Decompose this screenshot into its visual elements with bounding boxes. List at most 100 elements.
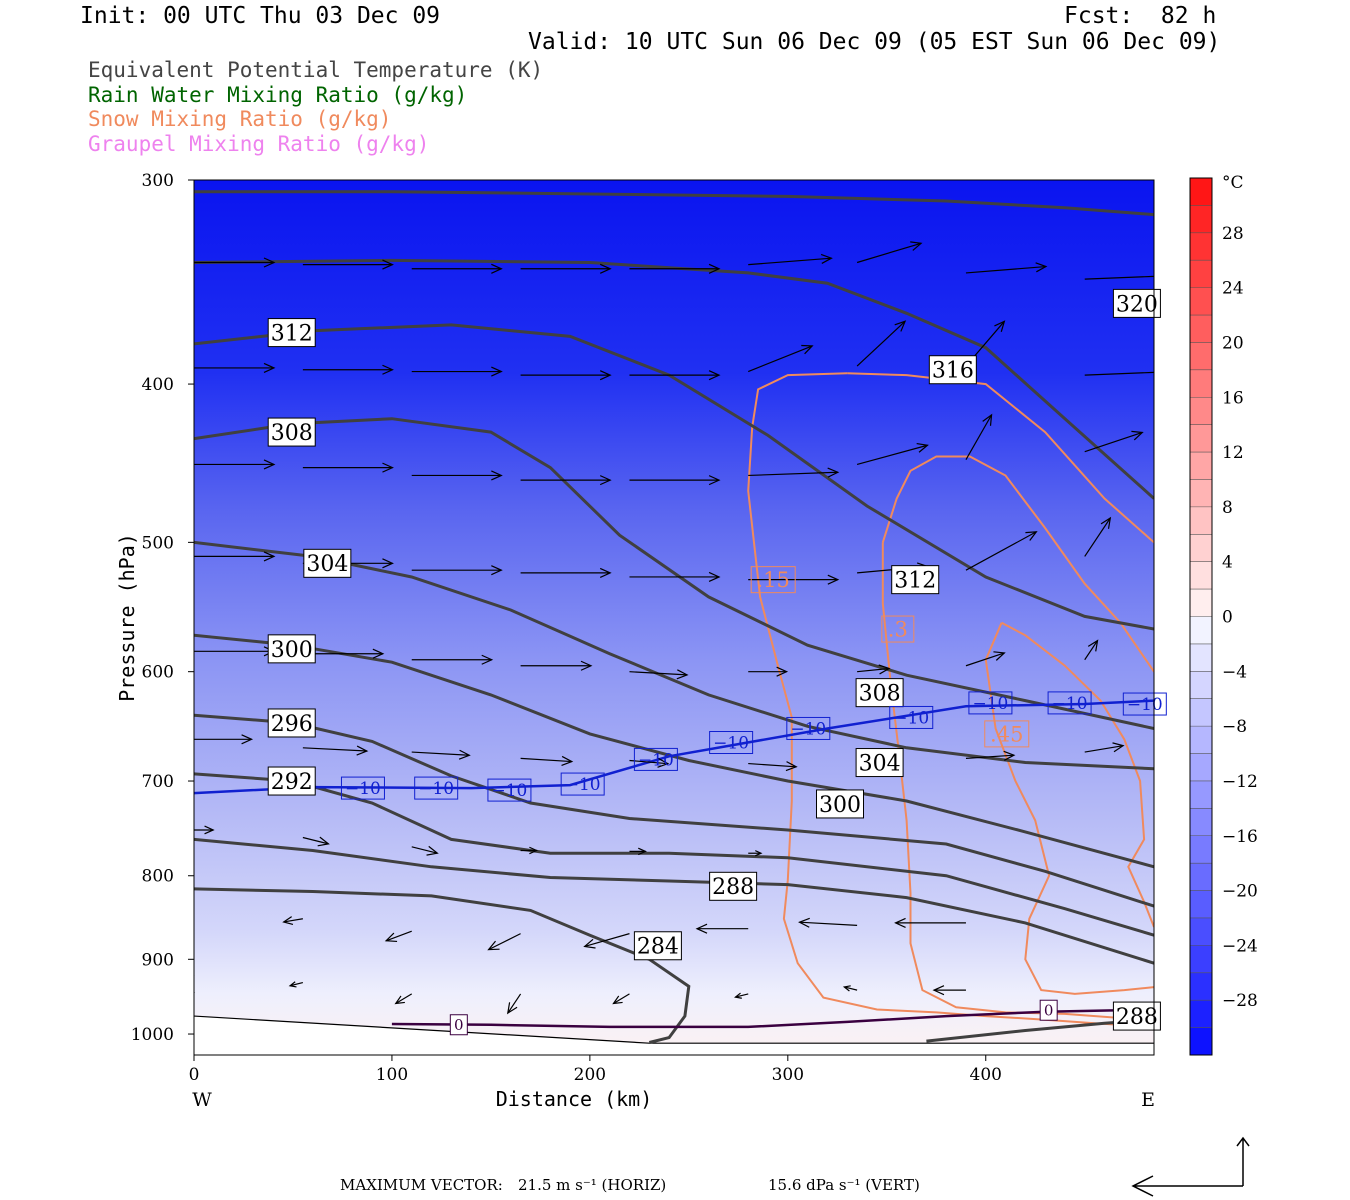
wind-vector bbox=[965, 750, 1016, 761]
theta-e-contour-308-3 bbox=[194, 417, 1154, 730]
wind-vector bbox=[194, 912, 195, 913]
minus10-isotherm bbox=[194, 699, 1154, 795]
legend-theta-e: Equivalent Potential Temperature (K) bbox=[88, 58, 544, 82]
y-tick-label: 900 bbox=[142, 950, 174, 970]
colorbar-bin bbox=[1190, 945, 1212, 974]
svg-text:300: 300 bbox=[819, 793, 861, 818]
legend-rain-water: Rain Water Mixing Ratio (g/kg) bbox=[88, 83, 468, 107]
theta-e-label: 296 bbox=[267, 708, 316, 738]
max-vector-horiz: 21.5 m s⁻¹ (HORIZ) bbox=[518, 1176, 667, 1194]
wind-vector bbox=[520, 263, 612, 274]
colorbar-tick-label: −12 bbox=[1222, 772, 1258, 792]
wind-vector bbox=[302, 745, 369, 756]
zero-isotherm bbox=[391, 1008, 1154, 1029]
colorbar-bin bbox=[1190, 205, 1212, 234]
wind-vector bbox=[748, 666, 789, 677]
svg-text:.45: .45 bbox=[990, 722, 1023, 746]
theta-e-label: 292 bbox=[267, 766, 316, 796]
wind-vector bbox=[506, 993, 522, 1015]
colorbar-tick-label: −24 bbox=[1222, 936, 1258, 956]
y-tick-label: 500 bbox=[142, 533, 174, 553]
colorbar-bin bbox=[1190, 534, 1212, 563]
theta-e-label: 304 bbox=[303, 548, 352, 578]
wind-vector bbox=[520, 370, 612, 381]
zero-label: 0 bbox=[449, 1014, 468, 1036]
wind-vector bbox=[411, 470, 503, 481]
y-tick-label: 300 bbox=[142, 171, 174, 191]
snow-label: .3 bbox=[881, 615, 915, 643]
theta-e-label: 312 bbox=[891, 565, 940, 595]
colorbar-bin bbox=[1190, 452, 1212, 480]
svg-text:−10: −10 bbox=[638, 751, 674, 771]
wind-vector bbox=[748, 574, 840, 585]
theta-e-label: 308 bbox=[855, 678, 904, 708]
svg-text:308: 308 bbox=[859, 682, 901, 707]
colorbar-unit: °C bbox=[1222, 173, 1244, 193]
svg-text:312: 312 bbox=[271, 322, 313, 347]
wind-vector bbox=[748, 761, 798, 772]
wind-vector bbox=[194, 734, 254, 745]
wind-vector bbox=[487, 933, 521, 951]
wind-vector bbox=[411, 845, 439, 856]
y-axis-label: Pressure (hPa) bbox=[115, 533, 139, 702]
minus10-label: −10 bbox=[487, 778, 532, 802]
wind-vector bbox=[583, 933, 630, 949]
svg-text:304: 304 bbox=[859, 751, 901, 776]
wind-vector bbox=[734, 992, 749, 999]
svg-text:292: 292 bbox=[271, 770, 313, 795]
colorbar-tick-label: 16 bbox=[1222, 388, 1244, 408]
theta-e-label: 316 bbox=[928, 355, 977, 385]
theta-e-label: 308 bbox=[267, 417, 316, 447]
wind-vector bbox=[194, 974, 195, 994]
wind-vector bbox=[288, 981, 304, 988]
svg-text:−10: −10 bbox=[790, 720, 826, 740]
colorbar-tick-label: −4 bbox=[1222, 662, 1247, 682]
legend-snow: Snow Mixing Ratio (g/kg) bbox=[88, 107, 392, 131]
svg-text:−10: −10 bbox=[1052, 694, 1088, 714]
wind-vector bbox=[612, 993, 630, 1005]
snow-contour-1 bbox=[847, 372, 1154, 544]
theta-e-label: 288 bbox=[1112, 1001, 1161, 1031]
wind-vector bbox=[302, 648, 385, 659]
colorbar-bin bbox=[1190, 753, 1212, 782]
colorbar-bin bbox=[1190, 863, 1212, 892]
theta-e-contour-312-2 bbox=[194, 323, 1154, 631]
colorbar-tick-label: 28 bbox=[1222, 224, 1244, 244]
colorbar-bin bbox=[1190, 561, 1212, 590]
x-end-label-west: W bbox=[192, 1089, 212, 1111]
svg-text:284: 284 bbox=[637, 935, 679, 960]
wind-vector bbox=[965, 262, 1048, 274]
wind-vector bbox=[965, 531, 1038, 571]
x-tick-label: 200 bbox=[574, 1065, 606, 1085]
plot-frame bbox=[193, 179, 1155, 1056]
plot-background bbox=[194, 180, 1154, 1055]
wind-vector bbox=[1084, 639, 1099, 661]
colorbar-bin bbox=[1190, 616, 1212, 645]
colorbar-bin bbox=[1190, 808, 1212, 837]
wind-vector bbox=[302, 364, 394, 375]
colorbar-bin bbox=[1190, 369, 1212, 398]
svg-text:−10: −10 bbox=[1127, 695, 1163, 715]
colorbar-bin bbox=[1190, 1000, 1212, 1029]
minus10-label: −10 bbox=[1047, 691, 1092, 715]
theta-e-label: 284 bbox=[633, 931, 682, 961]
theta-e-label: 300 bbox=[816, 789, 865, 819]
colorbar-tick-label: −28 bbox=[1222, 991, 1258, 1011]
svg-text:316: 316 bbox=[932, 359, 974, 384]
wind-vector bbox=[856, 442, 929, 466]
wind-vector bbox=[194, 825, 215, 835]
terrain-line bbox=[194, 1015, 1154, 1044]
wind-vector bbox=[629, 571, 721, 583]
theta-e-label: 320 bbox=[1112, 288, 1161, 318]
wind-vector bbox=[695, 923, 749, 934]
y-tick-label: 700 bbox=[142, 772, 174, 792]
colorbar-tick-label: −16 bbox=[1222, 827, 1258, 847]
wind-vector bbox=[629, 847, 647, 856]
wind-vector bbox=[798, 917, 858, 928]
theta-e-contour-316-1 bbox=[194, 258, 1154, 500]
colorbar-tick-label: 0 bbox=[1222, 608, 1233, 628]
wind-vector bbox=[629, 669, 689, 680]
theta-e-contour-320-0 bbox=[194, 190, 1154, 217]
colorbar-frame bbox=[1189, 177, 1213, 1056]
svg-text:312: 312 bbox=[894, 569, 936, 594]
